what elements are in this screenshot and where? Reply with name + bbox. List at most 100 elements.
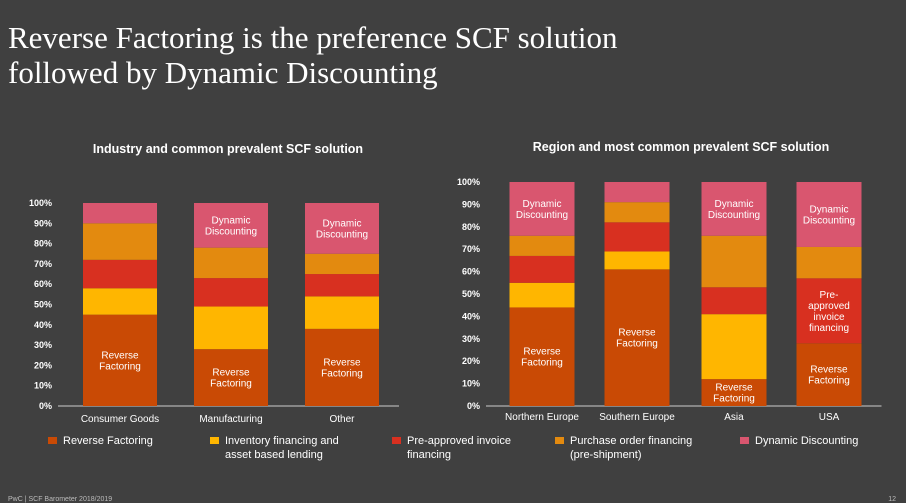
chart-0-ytick: 70% (34, 259, 52, 269)
legend-label-pre-approved-2: financing (407, 449, 452, 461)
chart-1-bar-inventory_financing (509, 282, 575, 308)
chart-1-ytick: 40% (462, 311, 480, 321)
chart-0-bar-reverse_factoring (305, 328, 379, 406)
chart-0-bar-inventory_financing (83, 288, 157, 315)
chart-1-category-label: Southern Europe (599, 412, 675, 423)
chart-0-data-label: Discounting (316, 229, 368, 240)
chart-1-bar-purchase_order (604, 202, 670, 223)
chart-0-ytick: 100% (29, 198, 52, 208)
chart-1-data-label: Pre- (820, 290, 839, 301)
chart-1-bar-pre_approved (701, 287, 767, 315)
chart-0-bar-reverse_factoring (194, 349, 268, 406)
chart-1-data-label: Dynamic (810, 204, 849, 215)
legend-label-pre-approved-1: Pre-approved invoice (407, 435, 511, 447)
chart-0-category-label: Other (329, 414, 355, 425)
chart-1-bar-purchase_order (509, 235, 575, 256)
chart-1-data-label: Discounting (516, 210, 568, 221)
chart-1-data-label: Dynamic (523, 199, 562, 210)
chart-1-ytick: 70% (462, 244, 480, 254)
chart-1-data-label: Factoring (616, 339, 658, 350)
chart-0-data-label: Factoring (210, 379, 252, 390)
chart-1-ytick: 30% (462, 334, 480, 344)
chart-1-data-label: Dynamic (715, 199, 754, 210)
chart-1-ytick: 0% (467, 401, 480, 411)
chart-1-bar-inventory_financing (604, 251, 670, 270)
chart-0-bar-inventory_financing (305, 296, 379, 329)
legend-item-dynamic-discounting: Dynamic Discounting (740, 434, 858, 448)
chart-0-ytick: 40% (34, 320, 52, 330)
chart-1-data-label: invoice (813, 312, 845, 323)
chart-1-bar-reverse_factoring (701, 379, 767, 406)
chart-0-data-label: Dynamic (212, 215, 251, 226)
chart-1-ytick: 80% (462, 222, 480, 232)
chart-1-data-label: Reverse (810, 365, 848, 376)
chart-0-data-label: Dynamic (323, 218, 362, 229)
chart-1-ytick: 100% (457, 177, 480, 187)
chart-1-data-label: Discounting (708, 210, 760, 221)
chart-0-bar-inventory_financing (194, 306, 268, 350)
chart-0-ytick: 50% (34, 300, 52, 310)
chart-1-bar-reverse_factoring (604, 269, 670, 406)
chart-0-data-label: Discounting (205, 226, 257, 237)
chart-1-ytick: 90% (462, 199, 480, 209)
legend-label-purchase-order-1: Purchase order financing (570, 435, 693, 447)
chart-0-data-label: Factoring (321, 368, 363, 379)
chart-0-data-label: Factoring (99, 361, 141, 372)
chart-1-data-label: Reverse (618, 328, 656, 339)
legend-item-reverse-factoring: Reverse Factoring (48, 434, 153, 448)
chart-1-bar-reverse_factoring (796, 343, 862, 406)
chart-0-bar-dynamic_discounting (83, 203, 157, 224)
chart-1-data-label: Factoring (808, 376, 850, 387)
chart-1-data-label: Discounting (803, 215, 855, 226)
chart-1-category-label: USA (819, 412, 840, 423)
chart-1-bar-pre_approved (509, 255, 575, 283)
legend-item-purchase-order: Purchase order financing (pre-shipment) (555, 434, 692, 462)
legend-swatch-dynamic-discounting (740, 437, 749, 444)
chart-0-title: Industry and common prevalent SCF soluti… (93, 142, 363, 156)
legend-swatch-inventory-financing (210, 437, 219, 444)
chart-1-data-label: Factoring (521, 358, 563, 369)
chart-0-ytick: 10% (34, 381, 52, 391)
chart-0-bar-reverse_factoring (83, 314, 157, 406)
chart-0-bar-pre_approved (305, 274, 379, 297)
chart-1-data-label: Factoring (713, 394, 755, 405)
legend-swatch-pre-approved (392, 437, 401, 444)
chart-1-category-label: Northern Europe (505, 412, 579, 423)
chart-0-bar-dynamic_discounting (194, 203, 268, 248)
chart-1-data-label: approved (808, 301, 850, 312)
chart-0-ytick: 60% (34, 279, 52, 289)
chart-0-data-label: Reverse (323, 357, 361, 368)
legend-label-dynamic-discounting: Dynamic Discounting (755, 435, 859, 447)
chart-0-ytick: 80% (34, 239, 52, 249)
legend-item-inventory-financing: Inventory financing and asset based lendi… (210, 434, 339, 462)
chart-1-bar-inventory_financing (701, 314, 767, 380)
chart-1-bar-reverse_factoring (509, 307, 575, 406)
legend-swatch-reverse-factoring (48, 437, 57, 444)
chart-1-data-label: financing (809, 323, 849, 334)
chart-1-ytick: 10% (462, 379, 480, 389)
chart-1-bar-pre_approved (796, 278, 862, 344)
chart-0-bar-pre_approved (83, 259, 157, 289)
chart-1-category-label: Asia (724, 412, 744, 423)
chart-1-title: Region and most common prevalent SCF sol… (533, 140, 830, 154)
legend-label-reverse-factoring: Reverse Factoring (63, 435, 153, 447)
chart-1-bar-dynamic_discounting (701, 182, 767, 236)
chart-1-bar-dynamic_discounting (796, 182, 862, 247)
chart-0-ytick: 30% (34, 340, 52, 350)
legend: Reverse Factoring Inventory financing an… (0, 434, 906, 474)
chart-0-data-label: Reverse (101, 350, 139, 361)
chart-0-category-label: Manufacturing (199, 414, 262, 425)
chart-0-bar-purchase_order (305, 253, 379, 275)
chart-0-data-label: Reverse (212, 368, 250, 379)
chart-1-bar-dynamic_discounting (604, 182, 670, 203)
chart-0-ytick: 0% (39, 401, 52, 411)
slide-title-line-1: Reverse Factoring is the preference SCF … (8, 20, 618, 55)
legend-label-purchase-order-2: (pre-shipment) (570, 449, 642, 461)
chart-1-ytick: 50% (462, 289, 480, 299)
charts-canvas: Industry and common prevalent SCF soluti… (29, 140, 882, 425)
chart-1-ytick: 20% (462, 356, 480, 366)
chart-0-ytick: 20% (34, 360, 52, 370)
legend-item-pre-approved: Pre-approved invoice financing (392, 434, 511, 462)
chart-1-bar-pre_approved (604, 222, 670, 252)
chart-1-data-label: Reverse (523, 347, 561, 358)
